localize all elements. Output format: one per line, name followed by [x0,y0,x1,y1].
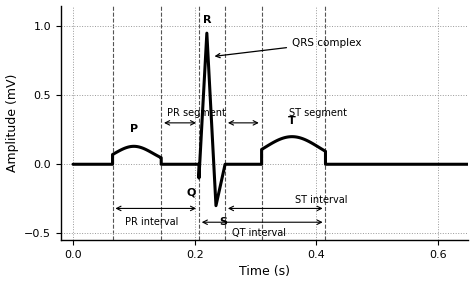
Text: PR interval: PR interval [126,217,179,227]
Text: S: S [219,217,227,227]
Text: QT interval: QT interval [232,228,285,238]
X-axis label: Time (s): Time (s) [239,266,290,278]
Text: T: T [288,116,296,126]
Text: PR segment: PR segment [167,108,226,118]
Text: ST interval: ST interval [295,195,347,205]
Y-axis label: Amplitude (mV): Amplitude (mV) [6,74,18,172]
Text: P: P [130,124,138,134]
Text: ST segment: ST segment [289,108,347,118]
Text: Q: Q [186,188,196,198]
Text: QRS complex: QRS complex [216,38,362,58]
Text: R: R [202,15,211,25]
